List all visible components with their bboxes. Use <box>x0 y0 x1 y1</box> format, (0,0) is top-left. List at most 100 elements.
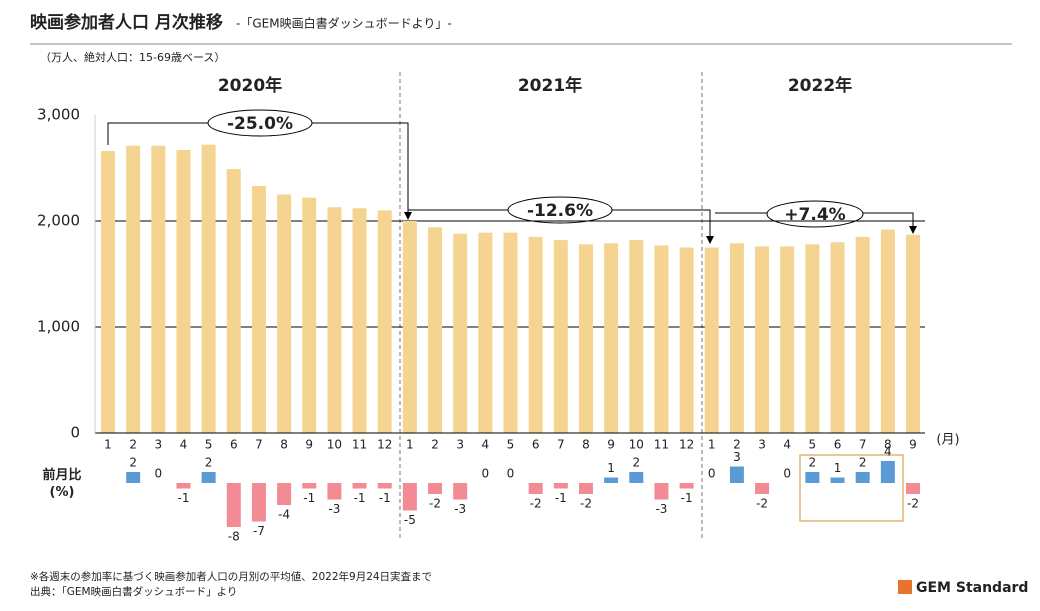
logo-icon <box>898 580 912 594</box>
bar <box>453 483 468 500</box>
title: 映画参加者人口 月次推移 <box>30 12 223 33</box>
x-tick-label: 2 <box>733 438 741 452</box>
data-label: -3 <box>655 502 667 516</box>
bar <box>553 483 568 489</box>
annotation: -12.6% <box>527 201 593 221</box>
x-tick-label: 6 <box>834 438 842 452</box>
x-tick-label: 1 <box>104 438 112 452</box>
year-label: 2021年 <box>518 75 582 96</box>
bar <box>755 483 770 494</box>
annotation: -25.0% <box>227 114 293 134</box>
bar <box>629 472 644 483</box>
x-tick-label: 4 <box>783 438 791 452</box>
bar <box>101 151 115 434</box>
y-tick-label: 2,000 <box>37 212 80 230</box>
annotation: +7.4% <box>784 205 845 225</box>
data-label: 0 <box>783 467 791 481</box>
x-tick-label: 1 <box>406 438 414 452</box>
x-tick-label: 6 <box>230 438 238 452</box>
bar <box>226 169 241 433</box>
bar <box>906 483 920 494</box>
x-tick-label: 7 <box>859 438 867 452</box>
bar <box>352 483 367 489</box>
x-tick-label: 11 <box>352 438 367 452</box>
bar <box>780 246 795 433</box>
bar <box>679 247 694 433</box>
data-label: -5 <box>404 513 416 527</box>
data-label: -1 <box>555 491 567 505</box>
x-tick-label: 10 <box>629 438 644 452</box>
data-label: 2 <box>205 456 213 470</box>
bar <box>251 186 266 433</box>
data-label: 2 <box>129 456 137 470</box>
bar <box>503 232 518 433</box>
bar <box>729 243 744 433</box>
bar <box>855 472 870 483</box>
x-tick-label: 5 <box>507 438 515 452</box>
logo: GEM Standard <box>916 580 1028 596</box>
bar <box>880 229 895 433</box>
bar <box>679 483 694 489</box>
bar <box>402 483 417 511</box>
data-label: -1 <box>354 491 366 505</box>
bar <box>377 483 392 489</box>
bar <box>604 477 619 483</box>
data-label: -3 <box>328 502 340 516</box>
data-label: -1 <box>379 491 391 505</box>
x-tick-label: 2 <box>129 438 137 452</box>
bar <box>704 247 719 433</box>
x-tick-label: 1 <box>708 438 716 452</box>
data-label: 0 <box>154 467 162 481</box>
bar <box>578 483 593 494</box>
data-label: -8 <box>228 530 240 544</box>
bar <box>277 483 292 505</box>
bar <box>402 221 417 433</box>
bar <box>352 208 367 433</box>
annotation-ellipses <box>207 109 864 228</box>
x-tick-label: 4 <box>482 438 490 452</box>
x-tick-label: 4 <box>180 438 188 452</box>
bar <box>277 194 292 433</box>
data-label: -3 <box>454 502 466 516</box>
bar <box>654 483 669 500</box>
x-tick-label: 11 <box>654 438 669 452</box>
x-tick-label: 8 <box>280 438 288 452</box>
data-label: -7 <box>253 524 265 538</box>
data-label: -1 <box>681 491 693 505</box>
bar <box>906 234 920 433</box>
bar <box>478 232 493 433</box>
data-label: -2 <box>907 497 919 511</box>
data-label: 3 <box>733 450 741 464</box>
bar <box>755 246 770 433</box>
data-label: 1 <box>834 461 842 475</box>
bar <box>805 244 820 433</box>
data-label: 2 <box>859 456 867 470</box>
x-tick-label: 8 <box>884 438 892 452</box>
bar <box>830 477 845 483</box>
data-label: 0 <box>482 467 490 481</box>
x-tick-label: 9 <box>607 438 615 452</box>
bar <box>604 243 619 433</box>
x-tick-label: 2 <box>431 438 439 452</box>
bar <box>729 466 744 483</box>
x-axis-label: (月) <box>936 433 959 448</box>
year-dividers <box>399 72 703 540</box>
x-tick-label: 9 <box>305 438 313 452</box>
bar <box>528 236 543 433</box>
bar <box>151 145 166 434</box>
bar <box>629 240 644 433</box>
x-tick-label: 10 <box>327 438 342 452</box>
bar <box>377 210 392 433</box>
bar <box>226 483 241 527</box>
bar <box>176 483 191 489</box>
highlight-box <box>799 454 904 522</box>
bar <box>578 244 593 433</box>
bar <box>327 483 342 500</box>
bar <box>201 144 216 433</box>
subtitle: -「GEM映画白書ダッシュボードより」- <box>236 16 452 31</box>
bar <box>327 207 342 433</box>
data-label: 2 <box>809 456 817 470</box>
x-tick-label: 3 <box>154 438 162 452</box>
x-tick-label: 3 <box>456 438 464 452</box>
year-label: 2020年 <box>218 75 282 96</box>
